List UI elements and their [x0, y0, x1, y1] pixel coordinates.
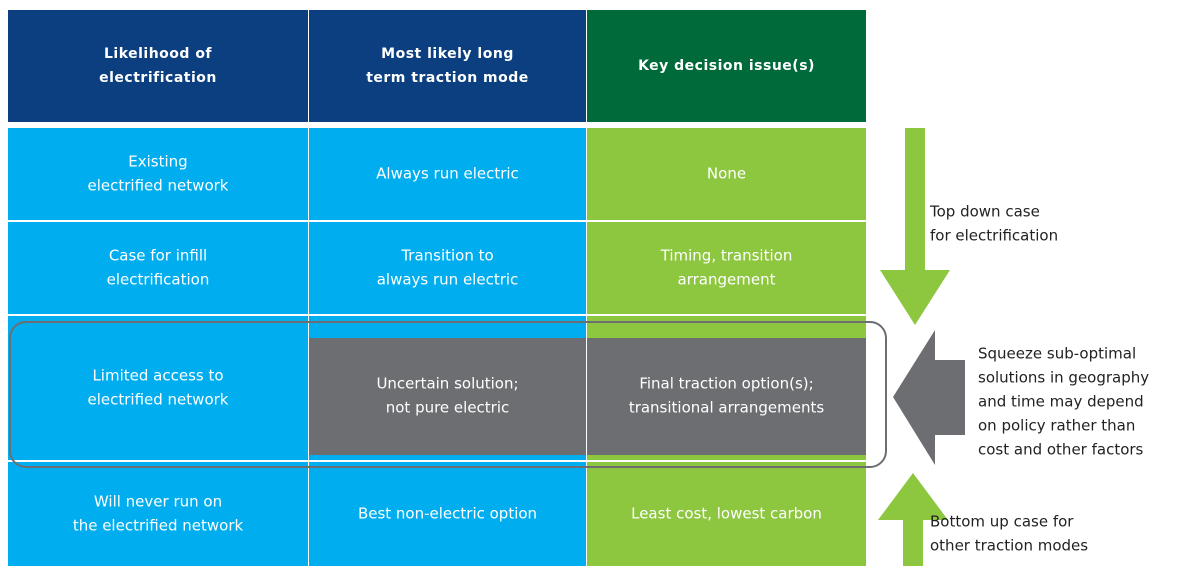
header-cell	[8, 10, 308, 122]
cell-text: Final traction option(s);	[639, 375, 813, 393]
annotation: for electrification	[930, 227, 1058, 245]
highlight-cell	[309, 338, 586, 455]
cell-text: Existing	[128, 153, 187, 171]
cell-text: Uncertain solution;	[376, 375, 518, 393]
cell-bg	[8, 316, 308, 460]
cell-text: Least cost, lowest carbon	[631, 505, 822, 523]
cell-bg	[587, 462, 866, 566]
left-arrow	[893, 330, 965, 465]
header-cell	[309, 10, 586, 122]
cell-text: Case for infill	[109, 247, 207, 265]
annotation: other traction modes	[930, 537, 1088, 555]
annotation: on policy rather than	[978, 417, 1135, 435]
cell-bg	[8, 128, 308, 220]
header-text: electrification	[99, 70, 217, 86]
cell-text: Always run electric	[376, 165, 519, 183]
cell-text: electrified network	[88, 177, 229, 195]
cell-text: None	[707, 165, 746, 183]
cell-text: electrified network	[88, 391, 229, 409]
annotation: Bottom up case for	[930, 513, 1074, 531]
cell-bg	[587, 222, 866, 314]
cell-bg	[8, 462, 308, 566]
cell-text: Transition to	[400, 247, 493, 265]
cell-bg	[587, 128, 866, 220]
cell-bg	[309, 222, 586, 314]
header-cell	[587, 10, 866, 122]
cell-text: the electrified network	[73, 517, 244, 535]
annotation: Top down case	[929, 203, 1040, 221]
annotation: solutions in geography	[978, 369, 1149, 387]
header-text: Likelihood of	[104, 46, 212, 62]
cell-text: arrangement	[678, 271, 776, 289]
up-arrow	[878, 473, 948, 566]
annotation: and time may depend	[978, 393, 1144, 411]
cell-text: not pure electric	[386, 399, 510, 417]
header-text: term traction mode	[366, 70, 529, 86]
annotation: cost and other factors	[978, 441, 1144, 459]
cell-text: Will never run on	[94, 493, 222, 511]
header-text: Most likely long	[381, 46, 514, 62]
cell-bg	[309, 128, 586, 220]
cell-text: Limited access to	[92, 367, 223, 385]
down-arrow	[880, 128, 950, 325]
cell-text: electrification	[107, 271, 210, 289]
cell-text: Best non-electric option	[358, 505, 537, 523]
cell-text: always run electric	[377, 271, 519, 289]
cell-text: transitional arrangements	[629, 399, 825, 417]
cell-bg	[8, 222, 308, 314]
highlight-outline	[9, 321, 887, 468]
cell-bg	[309, 462, 586, 566]
highlight-cell	[587, 338, 866, 455]
cell-text: Timing, transition	[660, 247, 793, 265]
header-text: Key decision issue(s)	[638, 58, 815, 74]
annotation: Squeeze sub-optimal	[978, 345, 1136, 363]
